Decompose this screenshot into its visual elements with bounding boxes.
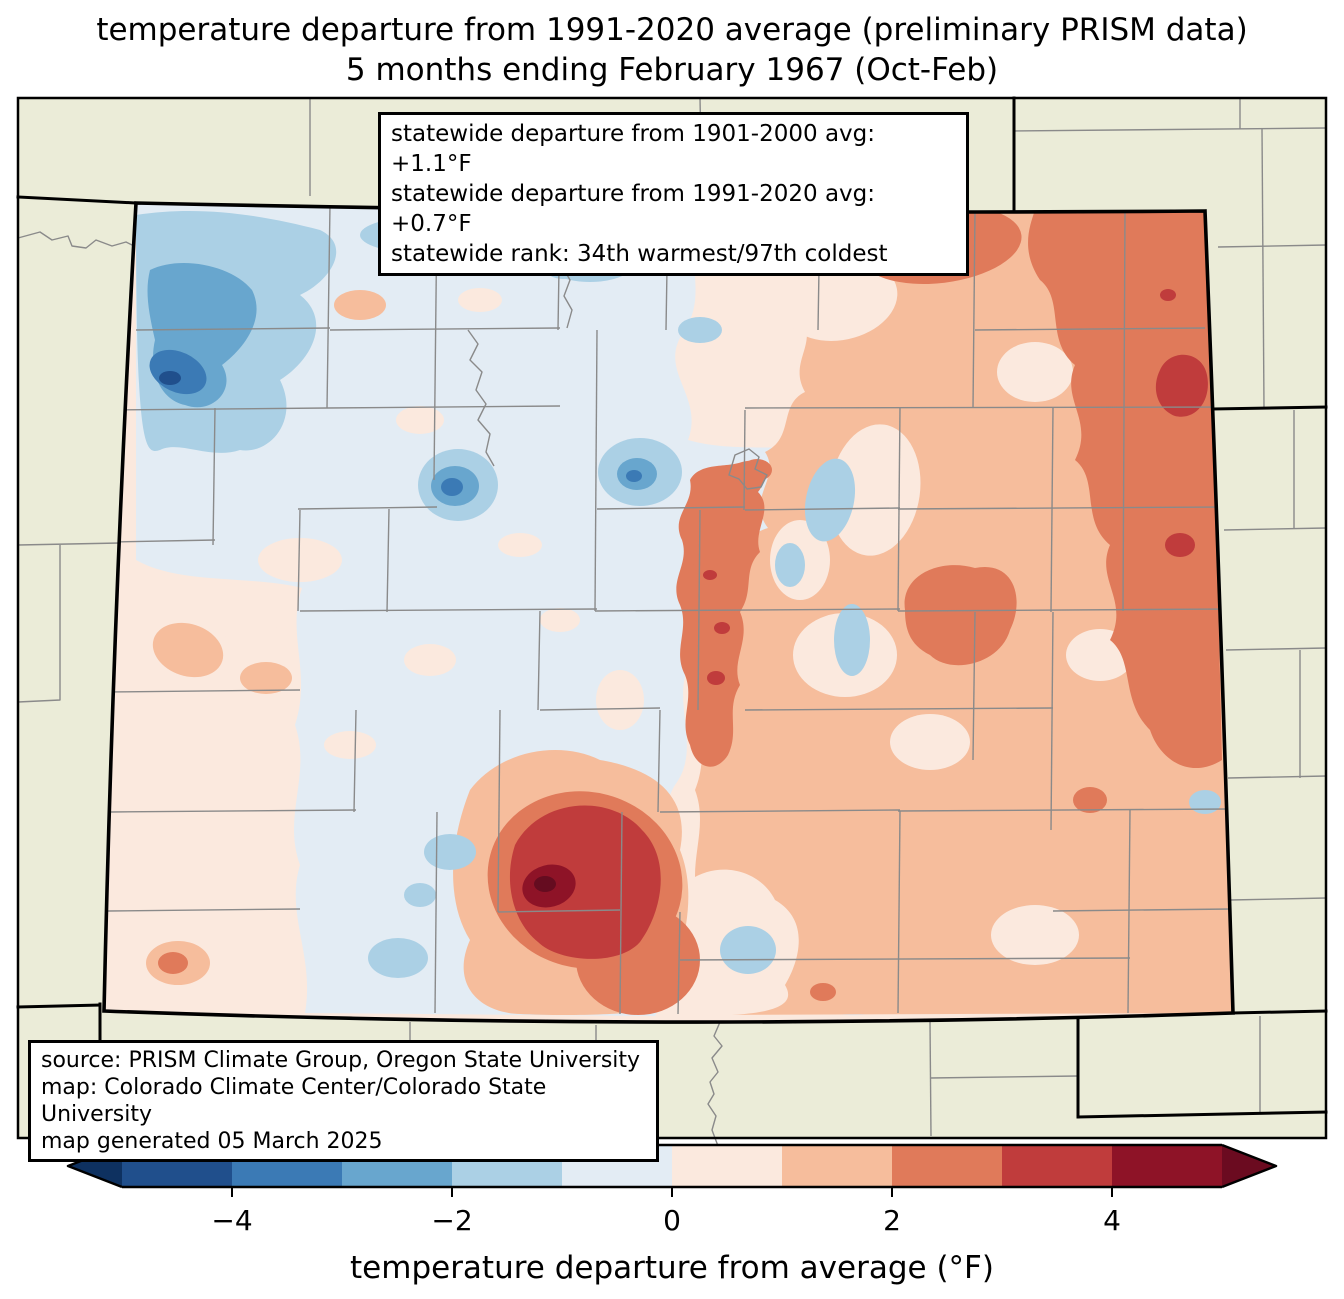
colorbar-bin xyxy=(1112,1145,1223,1187)
colorbar-axis-label: temperature departure from average (°F) xyxy=(350,1250,994,1286)
stats-line-3: statewide rank: 34th warmest/97th coldes… xyxy=(391,241,888,267)
colorbar-over-arrow xyxy=(1222,1145,1276,1187)
map-panel-frame xyxy=(16,96,1328,1140)
neighbor-state-borders xyxy=(16,96,1328,1140)
stats-line-2: statewide departure from 1991-2020 avg: … xyxy=(391,181,875,237)
figure-title: temperature departure from 1991-2020 ave… xyxy=(0,10,1344,90)
colorbar-tick-label: −2 xyxy=(431,1204,472,1237)
source-line-1: source: PRISM Climate Group, Oregon Stat… xyxy=(41,1048,641,1073)
colorbar-bin xyxy=(1002,1145,1113,1187)
colorbar-bins xyxy=(122,1145,1223,1187)
colorbar-ticks: −4 −2 0 2 4 xyxy=(211,1187,1121,1237)
colorbar-bin xyxy=(892,1145,1003,1187)
colorbar-tick-label: 2 xyxy=(883,1204,901,1237)
statewide-stats-box: statewide departure from 1901-2000 avg: … xyxy=(378,112,969,276)
title-line-1: temperature departure from 1991-2020 ave… xyxy=(96,12,1248,48)
source-line-2: map: Colorado Climate Center/Colorado St… xyxy=(41,1075,547,1127)
colorbar-tick-label: −4 xyxy=(211,1204,252,1237)
colorbar-bin xyxy=(672,1145,783,1187)
colorbar-bin xyxy=(782,1145,893,1187)
source-box: source: PRISM Climate Group, Oregon Stat… xyxy=(28,1040,659,1162)
colorbar-outline xyxy=(66,1143,1278,1189)
source-line-3: map generated 05 March 2025 xyxy=(41,1129,383,1154)
colorbar: −4 −2 0 2 4 temperature departure from avera… xyxy=(66,1143,1278,1286)
colorbar-tick-label: 0 xyxy=(663,1204,681,1237)
stats-line-1: statewide departure from 1901-2000 avg: … xyxy=(391,121,875,177)
colorbar-tick-label: 4 xyxy=(1103,1204,1121,1237)
title-line-2: 5 months ending February 1967 (Oct-Feb) xyxy=(345,52,999,88)
